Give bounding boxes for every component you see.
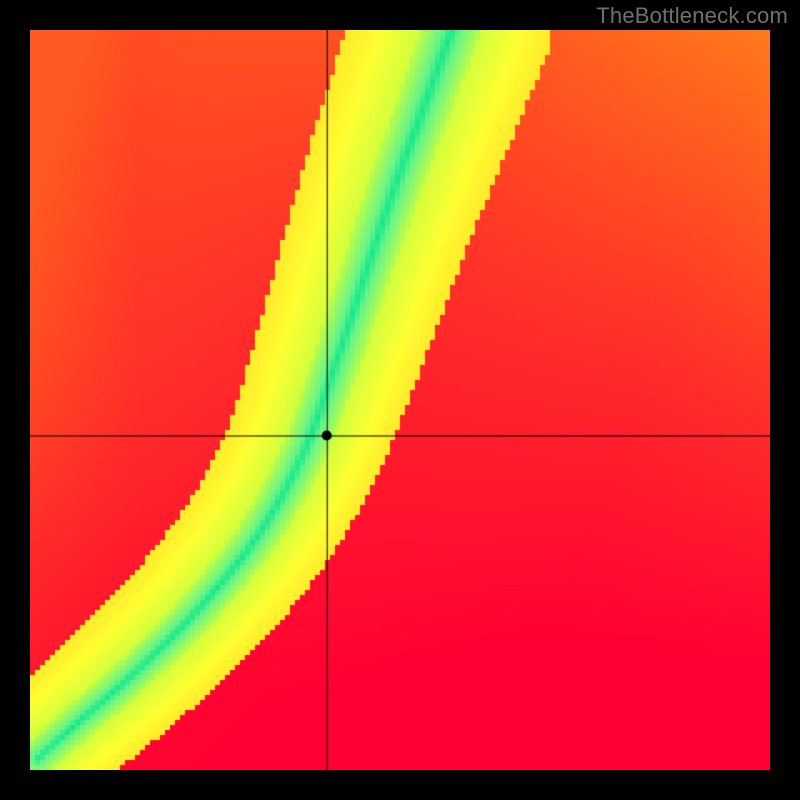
heatmap-canvas: [30, 30, 770, 770]
watermark-text: TheBottleneck.com: [596, 3, 788, 29]
heatmap-plot: [30, 30, 770, 770]
